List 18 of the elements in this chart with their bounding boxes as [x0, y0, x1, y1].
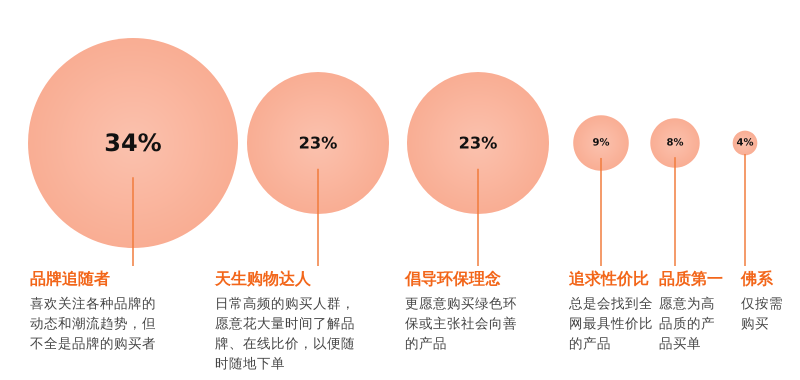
- text: 喜欢关注各种品牌的动态和潮流趋势，但不全是品牌的购买者: [30, 296, 156, 352]
- text: 仅按需购买: [741, 296, 783, 332]
- category-label: 佛系: [740, 269, 774, 288]
- data-label: 34%: [104, 129, 162, 157]
- text: 愿意为高品质的产品买单: [659, 296, 715, 352]
- data-label: 9%: [592, 138, 610, 148]
- text: 日常高频的购买人群，愿意花大量时间了解品牌、在线比价，以便随时随地下单: [215, 296, 355, 372]
- category-label: 品质第一: [659, 269, 723, 288]
- data-label: 8%: [666, 138, 684, 148]
- text: 更愿意购买绿色环保或主张社会向善的产品: [405, 296, 517, 352]
- text: 总是会找到全网最具性价比的产品: [568, 296, 653, 352]
- data-label: 4%: [736, 138, 754, 148]
- data-label: 23%: [458, 134, 498, 152]
- category-label: 天生购物达人: [214, 269, 312, 288]
- category-label: 品牌追随者: [30, 269, 110, 288]
- category-label: 追求性价比: [568, 269, 649, 288]
- data-label: 23%: [298, 134, 338, 152]
- category-label: 倡导环保理念: [404, 269, 501, 288]
